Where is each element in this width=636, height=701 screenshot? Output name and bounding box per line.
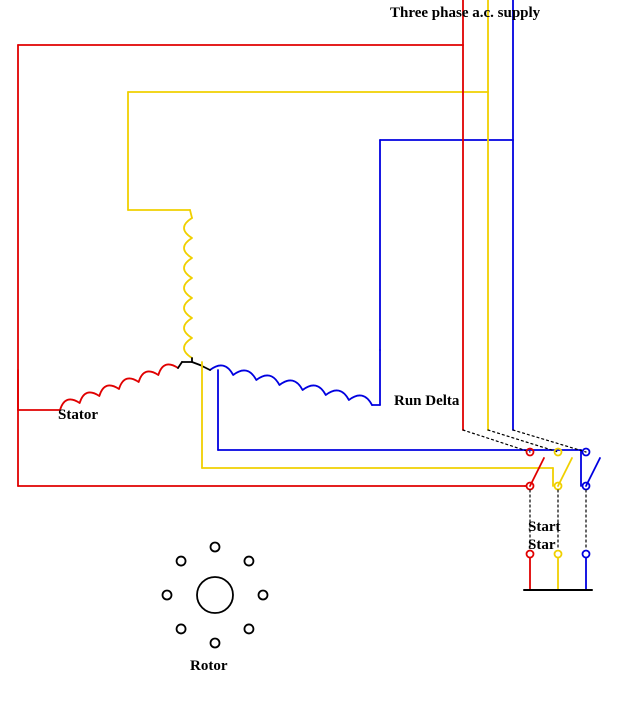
- run-delta-label: Run Delta: [394, 393, 459, 410]
- rotor-label: Rotor: [190, 658, 228, 675]
- star-delta-starter-diagram: [0, 0, 636, 701]
- stator-label: Stator: [58, 407, 98, 424]
- start-star-label: Start Star: [528, 518, 561, 554]
- title-label: Three phase a.c. supply: [390, 4, 540, 23]
